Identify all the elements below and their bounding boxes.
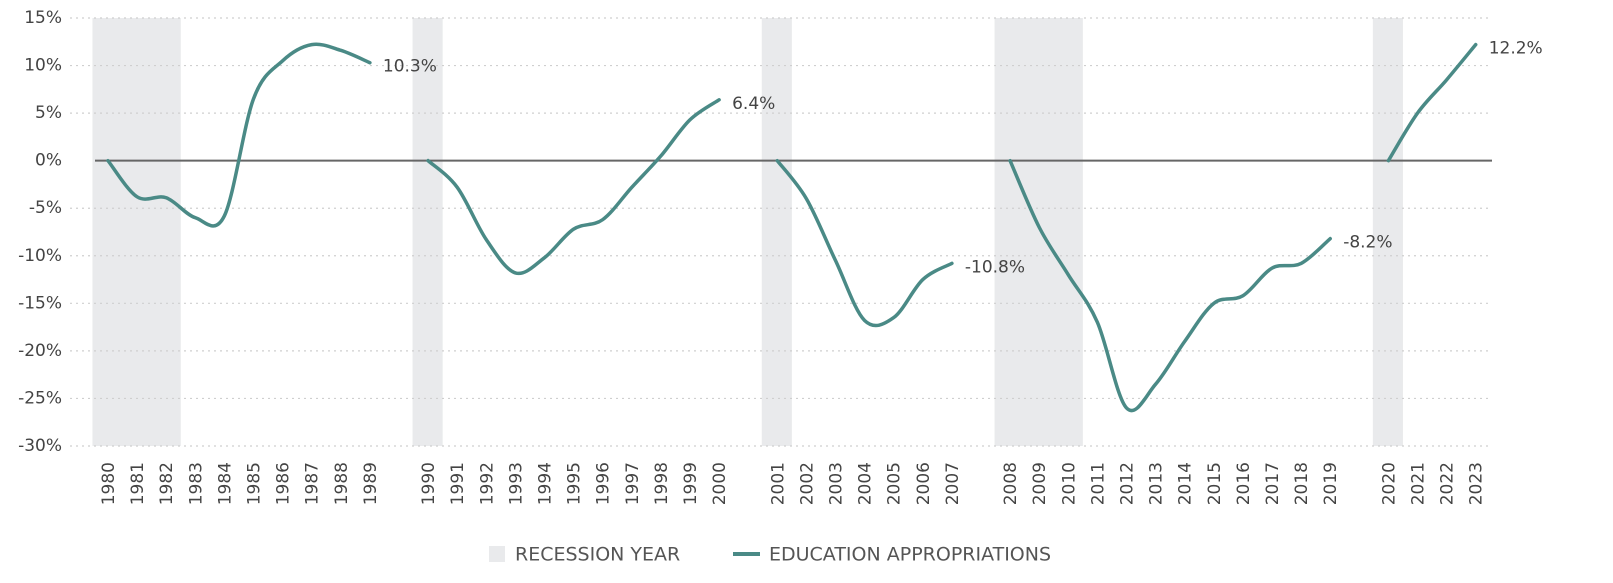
x-tick-label: 2000	[710, 462, 730, 505]
x-tick-label: 2022	[1438, 462, 1458, 505]
x-tick-label: 1984	[215, 462, 235, 505]
legend-label: EDUCATION APPROPRIATIONS	[769, 544, 1051, 566]
x-tick-label: 1985	[245, 462, 265, 505]
x-tick-label: 1995	[565, 462, 585, 505]
x-tick-label: 1991	[448, 462, 468, 505]
x-tick-label: 2002	[797, 462, 817, 505]
legend-swatch	[489, 546, 505, 562]
x-tick-label: 2019	[1321, 462, 1341, 505]
y-tick-label: -15%	[18, 293, 62, 313]
x-tick-label: 1982	[157, 462, 177, 505]
x-tick-label: 1989	[361, 462, 381, 505]
x-tick-label: 1990	[419, 462, 439, 505]
recession-band	[92, 18, 123, 446]
x-tick-label: 2016	[1234, 462, 1254, 505]
x-tick-label: 1997	[623, 462, 643, 505]
data-label: 10.3%	[383, 57, 437, 77]
x-tick-label: 2004	[856, 462, 876, 505]
recession-band	[150, 18, 181, 446]
x-tick-label: 2009	[1030, 462, 1050, 505]
x-tick-label: 1981	[128, 462, 148, 505]
x-tick-label: 2006	[914, 462, 934, 505]
y-tick-label: 15%	[24, 8, 62, 28]
data-label: -10.8%	[965, 257, 1025, 277]
x-tick-label: 1994	[536, 462, 556, 505]
x-tick-label: 2020	[1379, 462, 1399, 505]
x-tick-label: 2005	[885, 462, 905, 505]
recession-band	[1372, 18, 1403, 446]
x-tick-label: 1988	[332, 462, 352, 505]
x-tick-label: 2018	[1292, 462, 1312, 505]
y-tick-label: -30%	[18, 436, 62, 456]
x-tick-label: 2017	[1263, 462, 1283, 505]
y-tick-label: -20%	[18, 341, 62, 361]
x-tick-label: 1983	[186, 462, 206, 505]
x-tick-label: 1992	[477, 462, 497, 505]
x-tick-label: 2021	[1409, 462, 1429, 505]
x-tick-label: 2010	[1059, 462, 1079, 505]
x-tick-label: 2013	[1147, 462, 1167, 505]
x-tick-label: 1987	[303, 462, 323, 505]
x-tick-label: 1996	[594, 462, 614, 505]
x-tick-label: 1999	[681, 462, 701, 505]
x-tick-label: 2014	[1176, 462, 1196, 505]
x-tick-label: 2023	[1467, 462, 1487, 505]
x-tick-label: 2008	[1001, 462, 1021, 505]
data-label: 6.4%	[732, 94, 775, 114]
x-tick-label: 2011	[1088, 462, 1108, 505]
y-tick-label: 5%	[35, 103, 62, 123]
recession-band	[121, 18, 152, 446]
x-tick-label: 2015	[1205, 462, 1225, 505]
x-tick-label: 2001	[768, 462, 788, 505]
x-tick-label: 1980	[99, 462, 119, 505]
legend-label: RECESSION YEAR	[515, 544, 680, 566]
x-tick-label: 2012	[1118, 462, 1138, 505]
x-tick-label: 1998	[652, 462, 672, 505]
data-label: -8.2%	[1343, 233, 1392, 253]
x-tick-label: 2007	[943, 462, 963, 505]
recession-band	[994, 18, 1025, 446]
series-line	[106, 42, 1478, 413]
x-tick-label: 1993	[506, 462, 526, 505]
recession-band	[761, 18, 792, 446]
y-tick-label: 0%	[35, 151, 62, 171]
x-tick-label: 2003	[827, 462, 847, 505]
recession-band	[1052, 18, 1083, 446]
y-tick-label: 10%	[24, 56, 62, 76]
y-tick-label: -10%	[18, 246, 62, 266]
y-tick-label: -5%	[29, 198, 62, 218]
recession-band	[1023, 18, 1054, 446]
y-tick-label: -25%	[18, 388, 62, 408]
x-tick-label: 1986	[274, 462, 294, 505]
recession-band	[412, 18, 443, 446]
data-label: 12.2%	[1489, 39, 1543, 59]
